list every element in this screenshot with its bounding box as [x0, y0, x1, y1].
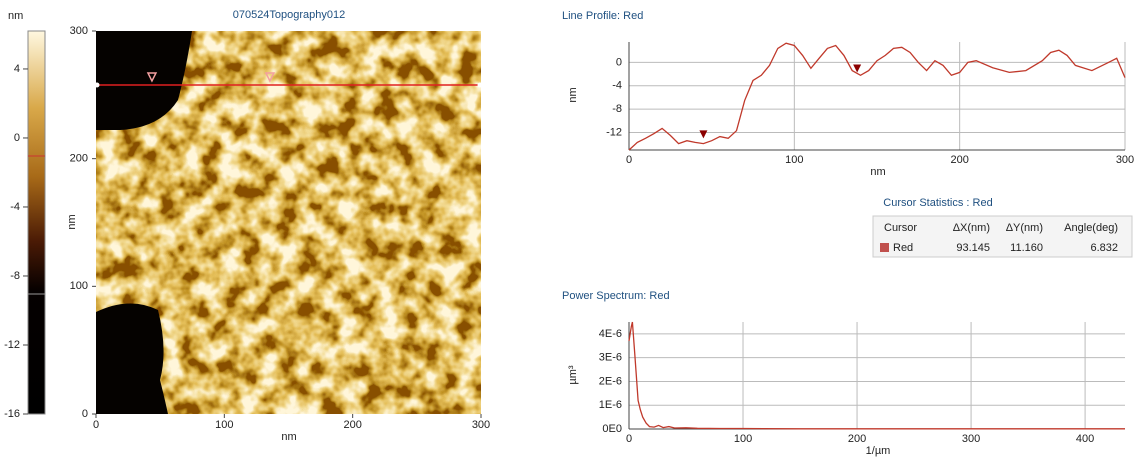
x-tick-label: 200 — [950, 154, 968, 166]
y-tick-label: -4 — [612, 80, 622, 92]
y-tick-label: 4E-6 — [599, 328, 622, 340]
table-title: Cursor Statistics : Red — [883, 197, 992, 209]
tick-label: 300 — [472, 419, 490, 431]
colorbar — [27, 30, 46, 415]
table-cell: 93.145 — [956, 242, 990, 254]
dark-region — [96, 303, 168, 414]
tick-label: 100 — [70, 280, 88, 292]
y-tick-label: 0E0 — [602, 423, 622, 435]
tick-label: 200 — [70, 153, 88, 165]
table — [872, 215, 1133, 258]
x-axis-label: nm — [870, 166, 885, 178]
color-swatch — [880, 243, 889, 252]
x-tick-label: 300 — [962, 433, 980, 445]
y-axis-label: nm — [567, 87, 579, 102]
dark-region — [96, 31, 192, 130]
table-cell: Red — [893, 242, 913, 254]
tick-label: 200 — [343, 419, 361, 431]
tick-label: 300 — [70, 25, 88, 37]
x-tick-label: 100 — [734, 433, 752, 445]
panel-title: Line Profile: Red — [562, 10, 643, 22]
tick-label: -12 — [4, 339, 20, 351]
y-axis-label: µm³ — [567, 365, 579, 385]
table-header: Angle(deg) — [1064, 222, 1118, 234]
table-cell: 6.832 — [1090, 242, 1118, 254]
x-tick-label: 0 — [626, 154, 632, 166]
cursor — [146, 72, 158, 83]
table-header: Cursor — [884, 222, 917, 234]
tick-label: -4 — [10, 201, 20, 213]
panel-title: Power Spectrum: Red — [562, 290, 670, 302]
image-x-label: nm — [281, 431, 296, 443]
tick-label: -8 — [10, 270, 20, 282]
table-cell: 11.160 — [1010, 242, 1043, 254]
tick-label: 0 — [14, 132, 20, 144]
tick-label: -16 — [4, 408, 20, 420]
image-y-label: nm — [66, 214, 78, 229]
data-line — [628, 321, 1125, 430]
line-handle — [94, 82, 100, 88]
cursor — [264, 72, 276, 83]
cursor — [853, 64, 862, 73]
table-header: ΔX(nm) — [953, 222, 990, 234]
data-line — [628, 42, 1126, 151]
x-tick-label: 0 — [626, 433, 632, 445]
image-title: 070524Topography012 — [233, 9, 346, 21]
tick-label: 0 — [82, 408, 88, 420]
tick-label: 4 — [14, 63, 20, 75]
y-tick-label: 3E-6 — [599, 352, 622, 364]
table-header: ΔY(nm) — [1006, 222, 1043, 234]
colorbar-unit: nm — [8, 10, 23, 22]
x-tick-label: 400 — [1076, 433, 1094, 445]
tick-label: 100 — [215, 419, 233, 431]
tick-label: 0 — [93, 419, 99, 431]
line-handle — [477, 82, 483, 88]
x-tick-label: 200 — [848, 433, 866, 445]
x-tick-label: 300 — [1116, 154, 1134, 166]
y-tick-label: 1E-6 — [599, 399, 622, 411]
cursor — [699, 130, 708, 139]
y-tick-label: -12 — [606, 126, 622, 138]
x-axis-label: 1/µm — [866, 445, 891, 457]
y-tick-label: -8 — [612, 103, 622, 115]
y-tick-label: 0 — [616, 56, 622, 68]
y-tick-label: 2E-6 — [599, 375, 622, 387]
x-tick-label: 100 — [785, 154, 803, 166]
